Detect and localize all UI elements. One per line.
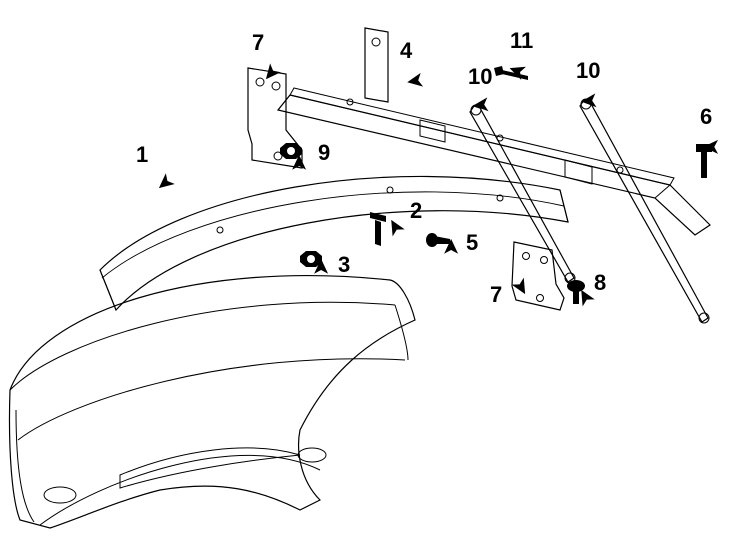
callout-arrow-icon: ➤ (471, 93, 491, 117)
callout-4: 4➤ (400, 40, 412, 62)
callout-2: 2➤ (410, 200, 422, 222)
callout-7: 7➤ (252, 32, 264, 54)
side-bracket-right (500, 236, 570, 316)
callout-number: 1 (136, 144, 148, 166)
callout-number: 6 (700, 106, 712, 128)
callout-5: 5➤ (466, 232, 478, 254)
callout-9: 9➤ (318, 142, 330, 164)
callout-6: 6➤ (700, 106, 712, 128)
callout-number: 5 (466, 232, 478, 254)
callout-number: 2 (410, 200, 422, 222)
callout-10: 10➤ (468, 66, 492, 88)
callout-arrow-icon: ➤ (404, 69, 426, 94)
callout-arrow-icon: ➤ (579, 89, 599, 113)
callout-arrow-icon: ➤ (310, 258, 332, 276)
callout-number: 7 (490, 284, 502, 306)
callout-8: 8➤ (594, 272, 606, 294)
callout-arrow-icon: ➤ (288, 154, 310, 172)
callout-number: 10 (576, 60, 600, 82)
callout-arrow-icon: ➤ (440, 238, 462, 256)
callout-arrow-icon: ➤ (702, 136, 720, 158)
callout-1: 1➤ (136, 144, 148, 166)
callout-number: 9 (318, 142, 330, 164)
callout-number: 10 (468, 66, 492, 88)
callout-number: 4 (400, 40, 412, 62)
callout-11: 11➤ (510, 30, 533, 52)
callout-3: 3➤ (338, 254, 350, 276)
callout-number: 11 (510, 30, 533, 52)
callout-number: 3 (338, 254, 350, 276)
diagram-stage: 7➤4➤11➤10➤10➤6➤9➤1➤2➤3➤5➤7➤8➤ (0, 0, 734, 540)
callout-7: 7➤ (490, 284, 502, 306)
callout-number: 7 (252, 32, 264, 54)
callout-10: 10➤ (576, 60, 600, 82)
